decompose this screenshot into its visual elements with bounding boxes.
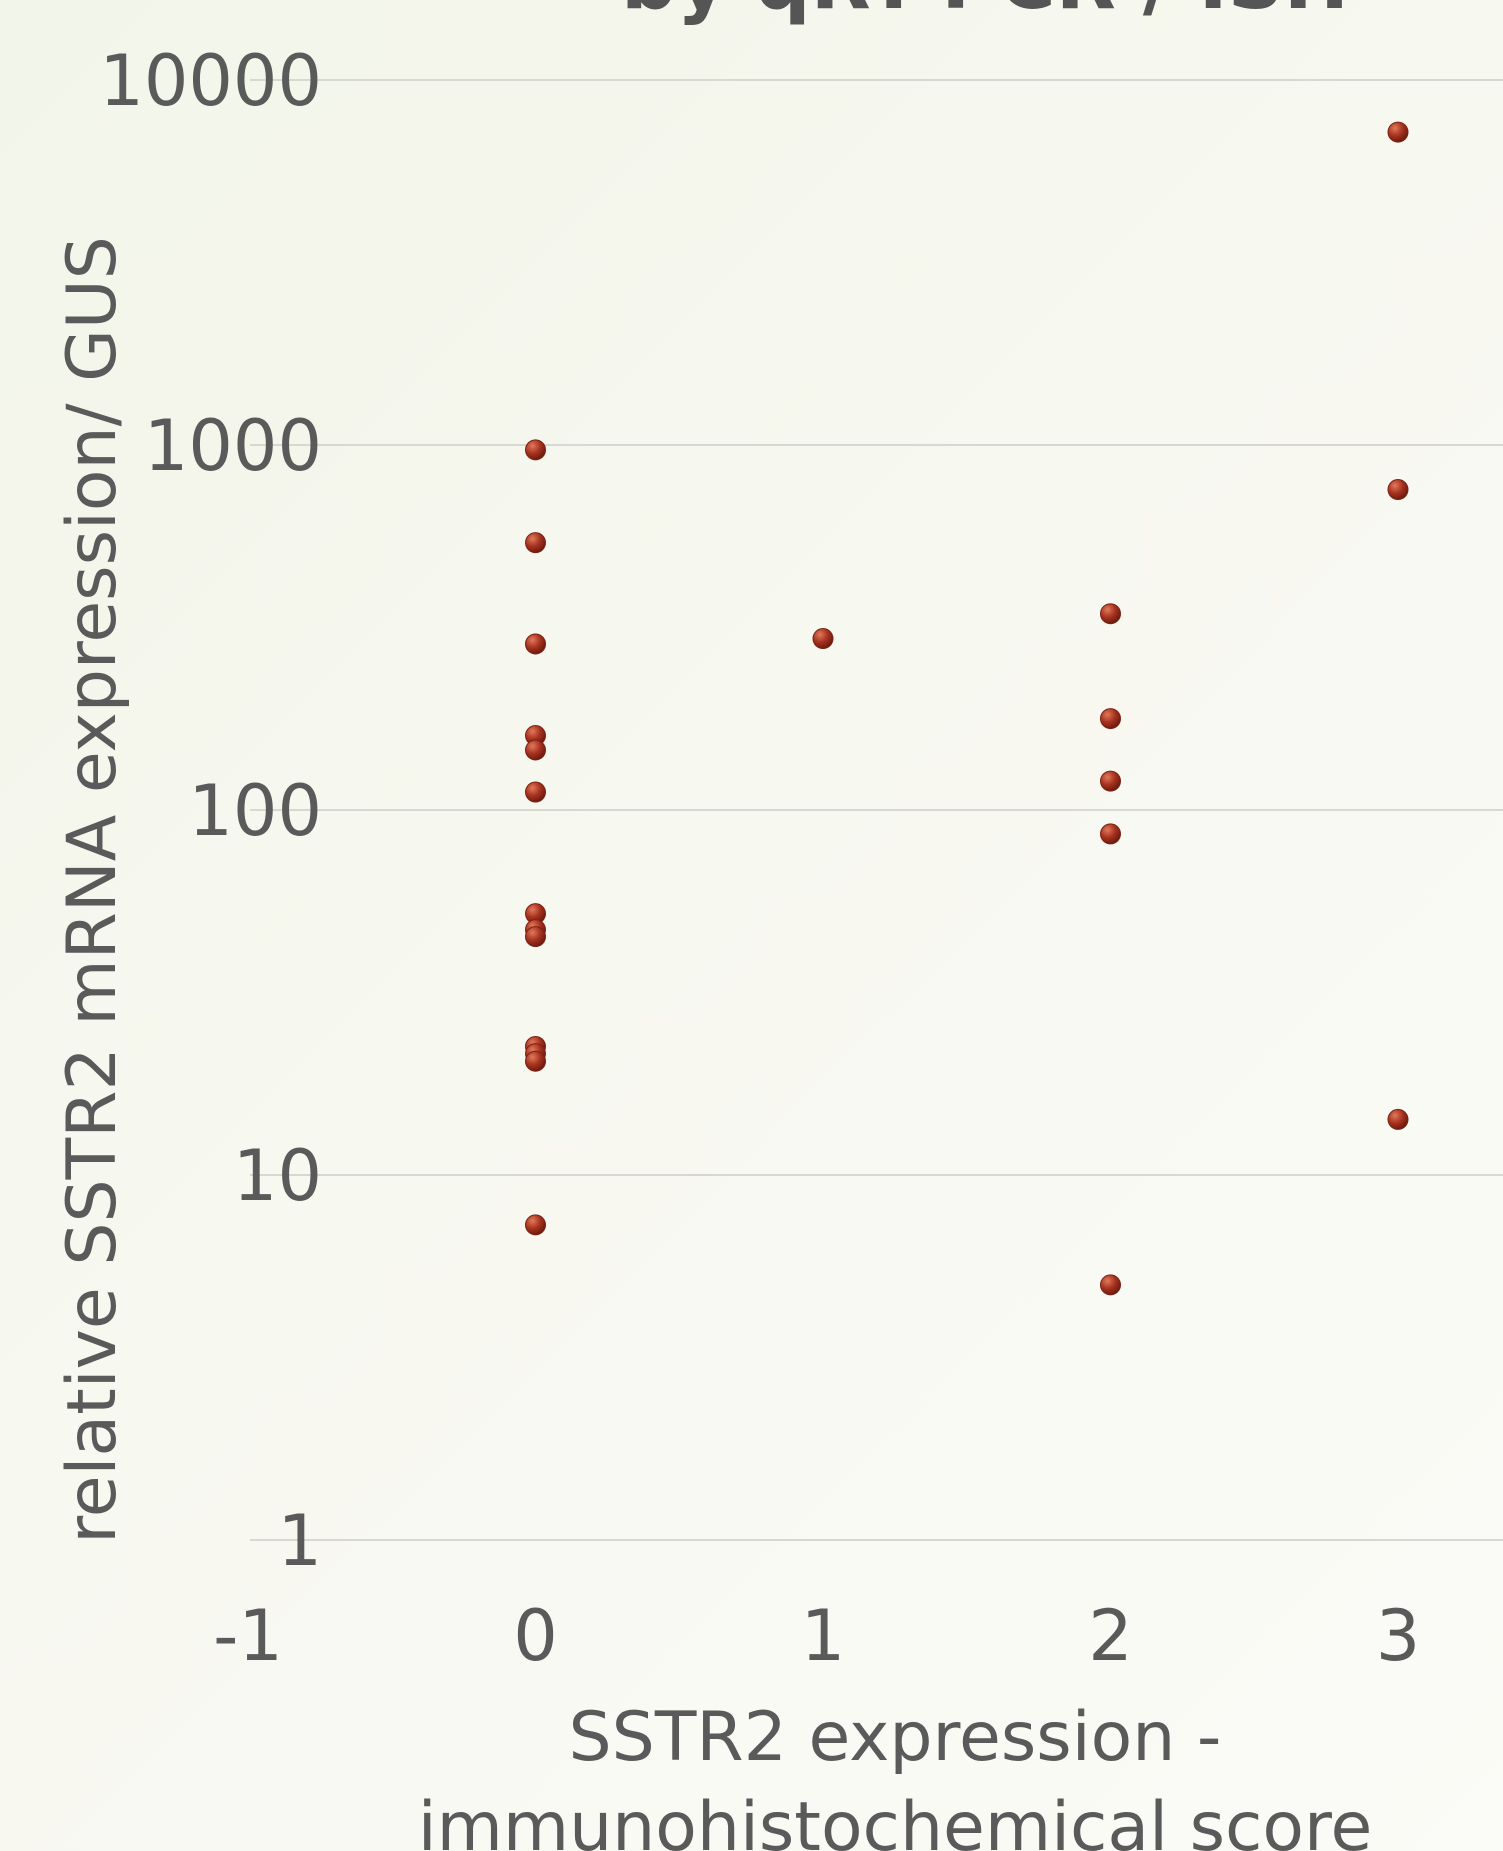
x-tick-label: 3: [1376, 1595, 1421, 1677]
data-point: [1100, 603, 1121, 625]
data-point: [525, 926, 546, 948]
data-point: [525, 1214, 546, 1236]
y-tick-label: 1000: [144, 405, 322, 487]
data-point: [812, 628, 834, 650]
x-tick-label: 1: [801, 1595, 846, 1677]
y-tick-label: 1: [277, 1500, 322, 1582]
data-point: [1100, 1274, 1121, 1296]
y-tick-label: 100: [188, 770, 322, 852]
gridlines: [250, 79, 1503, 1541]
chart-title: by qRT-PCR / ISH: [621, 0, 1349, 27]
data-point: [525, 781, 546, 803]
x-axis-title-line-1: SSTR2 expression -: [569, 1698, 1222, 1777]
y-axis-ticks: 1 10 100 1000 10000: [99, 40, 322, 1582]
data-point: [525, 739, 546, 761]
y-axis-title: relative SSTR2 mRNA expression/ GUS: [53, 236, 132, 1544]
y-tick-label: 10: [233, 1135, 322, 1217]
data-point: [1387, 1108, 1409, 1130]
x-tick-label: 0: [513, 1595, 558, 1677]
data-points: [525, 121, 1409, 1296]
data-point: [1100, 770, 1121, 792]
x-tick-label: 2: [1088, 1595, 1133, 1677]
data-point: [525, 532, 546, 554]
data-point: [525, 1050, 546, 1072]
data-point: [525, 633, 546, 655]
data-point: [525, 439, 546, 461]
data-point: [1100, 823, 1121, 845]
y-tick-label: 10000: [99, 40, 322, 122]
x-axis-ticks: -1 0 1 2 3: [213, 1595, 1420, 1677]
x-axis-title-line-2: immunohistochemical score: [418, 1788, 1373, 1851]
data-point: [1387, 121, 1409, 143]
data-point: [1387, 479, 1409, 501]
x-tick-label: -1: [213, 1595, 283, 1677]
data-point: [1100, 708, 1121, 730]
